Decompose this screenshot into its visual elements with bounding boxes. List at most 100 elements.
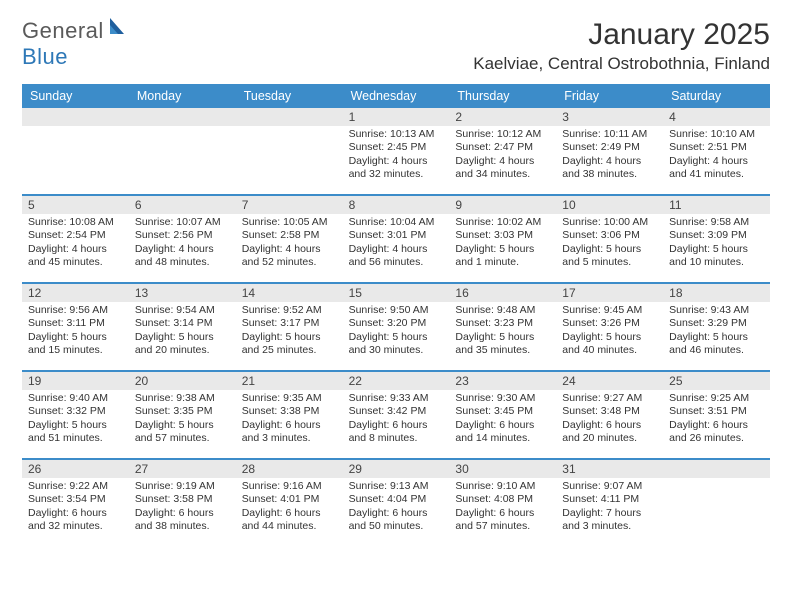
daylight-text: Daylight: 6 hours and 50 minutes.	[349, 507, 446, 534]
day-cell: 4Sunrise: 10:10 AMSunset: 2:51 PMDayligh…	[663, 108, 770, 194]
day-content	[129, 126, 236, 132]
daylight-text: Daylight: 4 hours and 38 minutes.	[562, 155, 659, 182]
logo-text-blue: Blue	[22, 44, 68, 69]
day-cell: 14Sunrise: 9:52 AMSunset: 3:17 PMDayligh…	[236, 284, 343, 370]
sunrise-text: Sunrise: 9:07 AM	[562, 480, 659, 493]
day-cell: 11Sunrise: 9:58 AMSunset: 3:09 PMDayligh…	[663, 196, 770, 282]
sunrise-text: Sunrise: 10:00 AM	[562, 216, 659, 229]
day-cell: 3Sunrise: 10:11 AMSunset: 2:49 PMDayligh…	[556, 108, 663, 194]
sunset-text: Sunset: 4:04 PM	[349, 493, 446, 506]
daylight-text: Daylight: 4 hours and 48 minutes.	[135, 243, 232, 270]
week-row: 12Sunrise: 9:56 AMSunset: 3:11 PMDayligh…	[22, 284, 770, 372]
day-cell: 18Sunrise: 9:43 AMSunset: 3:29 PMDayligh…	[663, 284, 770, 370]
sunrise-text: Sunrise: 9:30 AM	[455, 392, 552, 405]
day-content: Sunrise: 9:35 AMSunset: 3:38 PMDaylight:…	[236, 390, 343, 450]
day-content	[236, 126, 343, 132]
day-number: 9	[449, 196, 556, 214]
sunset-text: Sunset: 3:06 PM	[562, 229, 659, 242]
sunset-text: Sunset: 2:47 PM	[455, 141, 552, 154]
day-cell: 13Sunrise: 9:54 AMSunset: 3:14 PMDayligh…	[129, 284, 236, 370]
day-content: Sunrise: 10:00 AMSunset: 3:06 PMDaylight…	[556, 214, 663, 274]
sunrise-text: Sunrise: 9:54 AM	[135, 304, 232, 317]
day-content: Sunrise: 9:19 AMSunset: 3:58 PMDaylight:…	[129, 478, 236, 538]
weekday-header: Wednesday	[343, 84, 450, 108]
daylight-text: Daylight: 6 hours and 32 minutes.	[28, 507, 125, 534]
daylight-text: Daylight: 4 hours and 56 minutes.	[349, 243, 446, 270]
sunrise-text: Sunrise: 9:13 AM	[349, 480, 446, 493]
sunset-text: Sunset: 3:35 PM	[135, 405, 232, 418]
day-content: Sunrise: 9:40 AMSunset: 3:32 PMDaylight:…	[22, 390, 129, 450]
day-cell: 2Sunrise: 10:12 AMSunset: 2:47 PMDayligh…	[449, 108, 556, 194]
day-cell: 20Sunrise: 9:38 AMSunset: 3:35 PMDayligh…	[129, 372, 236, 458]
sunset-text: Sunset: 3:14 PM	[135, 317, 232, 330]
sunset-text: Sunset: 3:58 PM	[135, 493, 232, 506]
daylight-text: Daylight: 5 hours and 57 minutes.	[135, 419, 232, 446]
daylight-text: Daylight: 5 hours and 35 minutes.	[455, 331, 552, 358]
weekday-header: Sunday	[22, 84, 129, 108]
day-number: 16	[449, 284, 556, 302]
day-number: 14	[236, 284, 343, 302]
logo: General	[22, 18, 132, 44]
day-number: 12	[22, 284, 129, 302]
day-cell: 8Sunrise: 10:04 AMSunset: 3:01 PMDayligh…	[343, 196, 450, 282]
daylight-text: Daylight: 6 hours and 38 minutes.	[135, 507, 232, 534]
sunrise-text: Sunrise: 9:45 AM	[562, 304, 659, 317]
day-content: Sunrise: 9:33 AMSunset: 3:42 PMDaylight:…	[343, 390, 450, 450]
sunset-text: Sunset: 2:54 PM	[28, 229, 125, 242]
day-number: 29	[343, 460, 450, 478]
day-cell: 1Sunrise: 10:13 AMSunset: 2:45 PMDayligh…	[343, 108, 450, 194]
sunrise-text: Sunrise: 9:27 AM	[562, 392, 659, 405]
daylight-text: Daylight: 7 hours and 3 minutes.	[562, 507, 659, 534]
week-row: 19Sunrise: 9:40 AMSunset: 3:32 PMDayligh…	[22, 372, 770, 460]
daylight-text: Daylight: 4 hours and 45 minutes.	[28, 243, 125, 270]
day-number: 6	[129, 196, 236, 214]
day-cell: 31Sunrise: 9:07 AMSunset: 4:11 PMDayligh…	[556, 460, 663, 546]
sunrise-text: Sunrise: 9:35 AM	[242, 392, 339, 405]
day-content: Sunrise: 10:10 AMSunset: 2:51 PMDaylight…	[663, 126, 770, 186]
sunrise-text: Sunrise: 9:56 AM	[28, 304, 125, 317]
day-number: 8	[343, 196, 450, 214]
daylight-text: Daylight: 5 hours and 1 minute.	[455, 243, 552, 270]
sunset-text: Sunset: 3:54 PM	[28, 493, 125, 506]
day-number: 21	[236, 372, 343, 390]
day-number: 1	[343, 108, 450, 126]
day-content: Sunrise: 9:48 AMSunset: 3:23 PMDaylight:…	[449, 302, 556, 362]
daylight-text: Daylight: 5 hours and 40 minutes.	[562, 331, 659, 358]
day-content: Sunrise: 9:52 AMSunset: 3:17 PMDaylight:…	[236, 302, 343, 362]
weekday-header: Friday	[556, 84, 663, 108]
daylight-text: Daylight: 4 hours and 34 minutes.	[455, 155, 552, 182]
page-title: January 2025	[473, 18, 770, 52]
day-number	[22, 108, 129, 126]
day-content: Sunrise: 9:38 AMSunset: 3:35 PMDaylight:…	[129, 390, 236, 450]
day-number: 17	[556, 284, 663, 302]
daylight-text: Daylight: 6 hours and 14 minutes.	[455, 419, 552, 446]
sunset-text: Sunset: 3:29 PM	[669, 317, 766, 330]
day-cell: 10Sunrise: 10:00 AMSunset: 3:06 PMDaylig…	[556, 196, 663, 282]
day-content: Sunrise: 9:27 AMSunset: 3:48 PMDaylight:…	[556, 390, 663, 450]
day-number: 13	[129, 284, 236, 302]
day-cell	[22, 108, 129, 194]
day-cell	[663, 460, 770, 546]
sunset-text: Sunset: 3:32 PM	[28, 405, 125, 418]
title-block: January 2025 Kaelviae, Central Ostroboth…	[473, 18, 770, 74]
day-cell: 21Sunrise: 9:35 AMSunset: 3:38 PMDayligh…	[236, 372, 343, 458]
day-cell: 5Sunrise: 10:08 AMSunset: 2:54 PMDayligh…	[22, 196, 129, 282]
weekday-header: Tuesday	[236, 84, 343, 108]
day-number: 27	[129, 460, 236, 478]
sunset-text: Sunset: 2:49 PM	[562, 141, 659, 154]
daylight-text: Daylight: 5 hours and 46 minutes.	[669, 331, 766, 358]
day-cell: 12Sunrise: 9:56 AMSunset: 3:11 PMDayligh…	[22, 284, 129, 370]
sunset-text: Sunset: 3:17 PM	[242, 317, 339, 330]
day-cell	[236, 108, 343, 194]
day-number: 22	[343, 372, 450, 390]
day-cell: 16Sunrise: 9:48 AMSunset: 3:23 PMDayligh…	[449, 284, 556, 370]
sunrise-text: Sunrise: 9:19 AM	[135, 480, 232, 493]
day-number: 26	[22, 460, 129, 478]
day-number: 4	[663, 108, 770, 126]
day-content: Sunrise: 10:13 AMSunset: 2:45 PMDaylight…	[343, 126, 450, 186]
sunrise-text: Sunrise: 9:43 AM	[669, 304, 766, 317]
day-content: Sunrise: 10:05 AMSunset: 2:58 PMDaylight…	[236, 214, 343, 274]
day-content: Sunrise: 9:16 AMSunset: 4:01 PMDaylight:…	[236, 478, 343, 538]
day-cell: 29 Sunrise: 9:13 AMSunset: 4:04 PMDayligh…	[343, 460, 450, 546]
day-cell: 19Sunrise: 9:40 AMSunset: 3:32 PMDayligh…	[22, 372, 129, 458]
